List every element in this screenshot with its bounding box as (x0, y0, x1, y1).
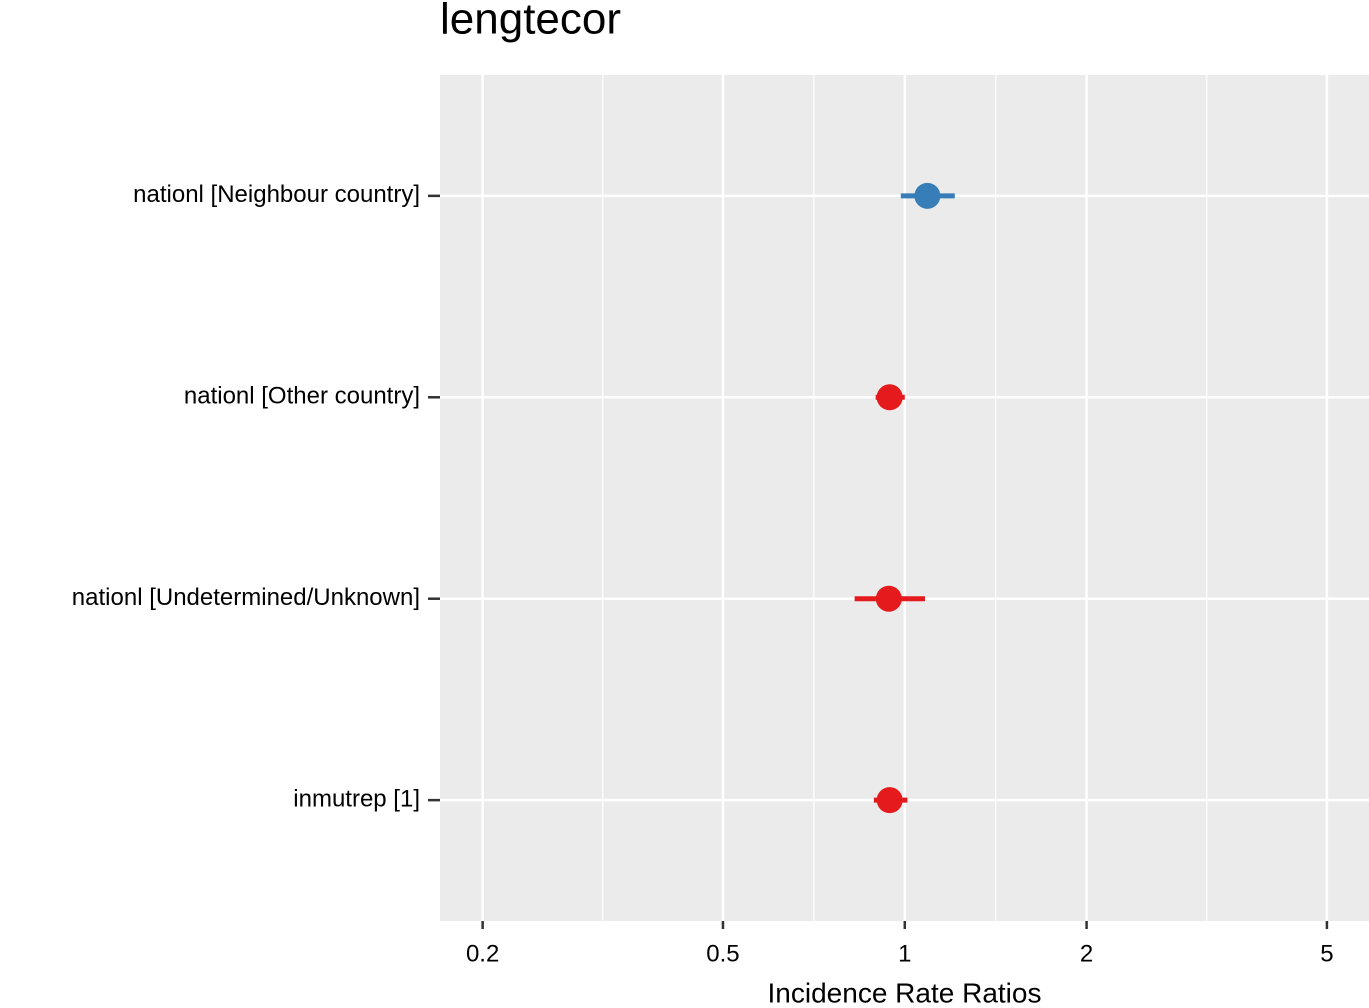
y-tick-label: nationl [Neighbour country] (133, 181, 420, 208)
y-tick-label: nationl [Undetermined/Unknown] (72, 584, 420, 611)
x-tick-label: 0.5 (706, 940, 739, 967)
x-tick-label: 2 (1080, 940, 1093, 967)
y-tick-label: inmutrep [1] (293, 785, 420, 812)
point (876, 384, 903, 411)
x-tick-label: 0.2 (466, 940, 499, 967)
point (875, 585, 902, 612)
x-tick-label: 1 (898, 940, 911, 967)
x-axis-title: Incidence Rate Ratios (768, 977, 1042, 1008)
point (914, 182, 941, 209)
y-tick-label: nationl [Other country] (184, 383, 420, 410)
point (876, 787, 903, 814)
x-tick-label: 5 (1320, 940, 1333, 967)
chart-title: lengtecor (440, 0, 621, 44)
